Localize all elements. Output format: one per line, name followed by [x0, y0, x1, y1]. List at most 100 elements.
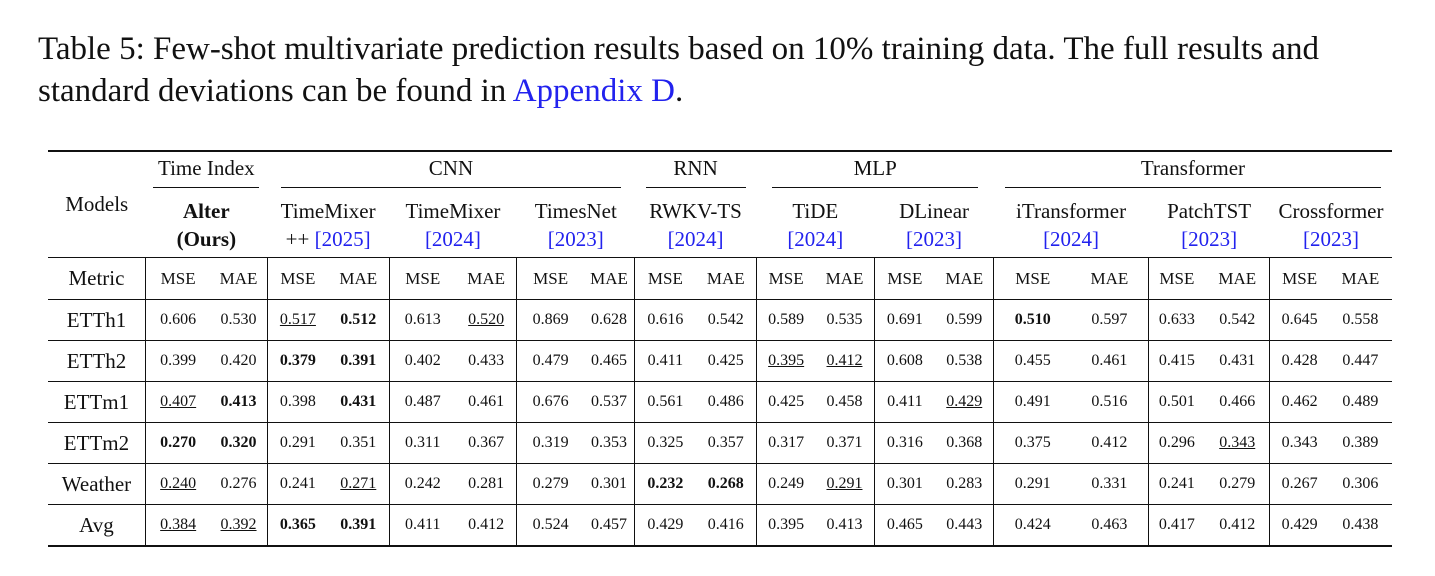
mae-cell: 0.530	[210, 299, 268, 341]
mae-cell: 0.367	[455, 422, 517, 464]
mse-cell: 0.491	[993, 381, 1072, 423]
mse-cell: 0.691	[873, 299, 936, 341]
mse-cell: 0.606	[144, 299, 211, 341]
mae-cell: 0.413	[815, 504, 875, 547]
table-row: ETTm2 0.270 0.320 0.291 0.351 0.311 0.367 0.319…	[48, 422, 1392, 464]
mae-cell: 0.331	[1071, 463, 1149, 505]
mse-cell: 0.317	[755, 422, 816, 464]
mae-cell: 0.391	[328, 504, 389, 547]
model-citation-link[interactable]: [2023]	[1181, 226, 1238, 251]
mse-cell: 0.270	[144, 422, 211, 464]
metric-mae: MAE	[210, 257, 268, 300]
mse-cell: 0.429	[634, 504, 696, 547]
mse-cell: 0.240	[144, 463, 211, 505]
mse-cell: 0.296	[1147, 422, 1206, 464]
mse-cell: 0.411	[634, 340, 696, 382]
mse-cell: 0.242	[388, 463, 456, 505]
mae-cell: 0.368	[935, 422, 994, 464]
table-row: ETTh1 0.606 0.530 0.517 0.512 0.613 0.520 0.869…	[48, 299, 1392, 341]
mae-cell: 0.537	[583, 381, 635, 423]
mae-cell: 0.389	[1328, 422, 1392, 464]
mae-cell: 0.412	[1205, 504, 1270, 547]
mae-cell: 0.542	[695, 299, 757, 341]
models-label: Models	[48, 150, 146, 258]
model-citation-link[interactable]: [2023]	[906, 226, 963, 251]
group-mlp: MLP	[772, 156, 979, 188]
metric-mse: MSE	[388, 257, 456, 300]
mse-cell: 0.411	[873, 381, 936, 423]
mse-cell: 0.343	[1269, 422, 1329, 464]
mse-cell: 0.395	[755, 340, 816, 382]
model-citation-link[interactable]: [2023]	[547, 226, 604, 251]
appendix-link[interactable]: Appendix D	[512, 73, 675, 109]
mae-cell: 0.271	[328, 463, 389, 505]
mse-cell: 0.319	[516, 422, 584, 464]
model-name: Crossformer	[1278, 198, 1384, 223]
model-citation-link[interactable]: [2024]	[1043, 226, 1100, 251]
model-citation-link[interactable]: [2024]	[424, 226, 481, 251]
mae-cell: 0.542	[1205, 299, 1270, 341]
mae-cell: 0.343	[1205, 422, 1270, 464]
mse-cell: 0.384	[144, 504, 211, 547]
table-caption: Table 5: Few-shot multivariate predictio…	[38, 28, 1408, 112]
metric-mse: MSE	[1147, 257, 1206, 300]
mse-cell: 0.267	[1269, 463, 1329, 505]
metric-mae: MAE	[1071, 257, 1149, 300]
mse-cell: 0.510	[993, 299, 1072, 341]
model-header: Alter (Ours)	[145, 192, 267, 258]
mse-cell: 0.399	[144, 340, 211, 382]
metric-mse: MSE	[755, 257, 816, 300]
dataset-name: ETTh1	[48, 299, 146, 341]
mae-cell: 0.447	[1328, 340, 1392, 382]
model-citation-link[interactable]: [2025]	[314, 226, 371, 251]
mae-cell: 0.412	[455, 504, 517, 547]
mse-cell: 0.465	[873, 504, 936, 547]
model-header: TiDE [2024]	[756, 192, 874, 258]
mse-cell: 0.501	[1147, 381, 1206, 423]
model-header: TimeMixer [2024]	[389, 192, 517, 258]
mae-cell: 0.461	[1071, 340, 1149, 382]
mae-cell: 0.276	[210, 463, 268, 505]
mse-cell: 0.398	[266, 381, 329, 423]
mse-cell: 0.424	[993, 504, 1072, 547]
model-citation-link[interactable]: [2023]	[1302, 226, 1359, 251]
mae-cell: 0.291	[815, 463, 875, 505]
mse-cell: 0.402	[388, 340, 456, 382]
mae-cell: 0.458	[815, 381, 875, 423]
group-rnn: RNN	[645, 156, 746, 188]
mse-cell: 0.616	[634, 299, 696, 341]
mae-cell: 0.512	[328, 299, 389, 341]
mse-cell: 0.301	[873, 463, 936, 505]
mae-cell: 0.628	[583, 299, 635, 341]
mse-cell: 0.379	[266, 340, 329, 382]
model-citation-link[interactable]: [2024]	[667, 226, 724, 251]
model-name-line2: ++	[285, 226, 315, 251]
table-row: ETTm1 0.407 0.413 0.398 0.431 0.487 0.461 0.676…	[48, 381, 1392, 423]
model-header: DLinear [2023]	[874, 192, 994, 258]
model-name: PatchTST	[1167, 198, 1252, 223]
mae-cell: 0.457	[583, 504, 635, 547]
dataset-name: Weather	[48, 463, 146, 505]
metric-mae: MAE	[815, 257, 875, 300]
metric-mse: MSE	[266, 257, 329, 300]
group-header-row: Models Time Index CNN RNN MLP Transforme…	[48, 150, 1392, 258]
mse-cell: 0.869	[516, 299, 584, 341]
dataset-name: ETTm1	[48, 381, 146, 423]
model-citation-link[interactable]: [2024]	[787, 226, 844, 251]
mse-cell: 0.462	[1269, 381, 1329, 423]
mse-cell: 0.633	[1147, 299, 1206, 341]
mse-cell: 0.676	[516, 381, 584, 423]
mse-cell: 0.417	[1147, 504, 1206, 547]
mae-cell: 0.283	[935, 463, 994, 505]
mae-cell: 0.301	[583, 463, 635, 505]
metric-mse: MSE	[634, 257, 696, 300]
mae-cell: 0.353	[583, 422, 635, 464]
mae-cell: 0.431	[328, 381, 389, 423]
mse-cell: 0.428	[1269, 340, 1329, 382]
metric-header-row: Metric MSE MAE MSE MAE MSE MAE MSE MAE MSE MAE MSE…	[48, 257, 1392, 300]
metric-mae: MAE	[935, 257, 994, 300]
mae-cell: 0.489	[1328, 381, 1392, 423]
model-name: TimeMixer	[405, 198, 501, 223]
mae-cell: 0.443	[935, 504, 994, 547]
mse-cell: 0.524	[516, 504, 584, 547]
